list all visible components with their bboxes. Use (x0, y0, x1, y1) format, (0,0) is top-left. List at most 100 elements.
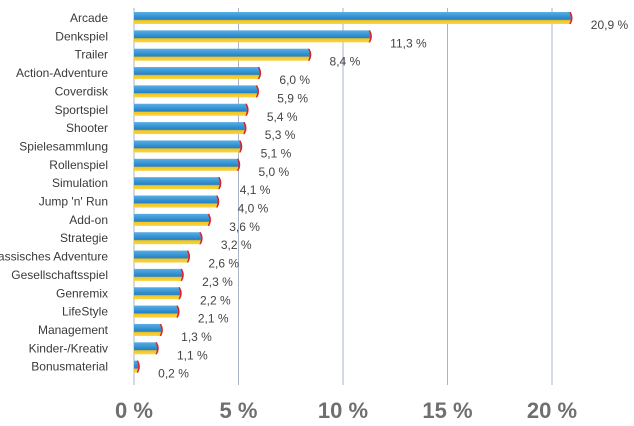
x-tick-label-4: 20 % (527, 398, 577, 423)
value-label-16: 2,1 % (198, 312, 229, 326)
bar-end-cap (155, 342, 159, 355)
value-label-5: 5,4 % (267, 110, 298, 124)
bar-end-cap (237, 158, 241, 171)
bar-body (134, 195, 218, 208)
bar-19 (134, 360, 140, 373)
value-label-8: 5,0 % (259, 165, 290, 179)
category-label-14: Gesellschaftsspiel (11, 268, 108, 282)
bar-body (134, 30, 371, 43)
value-label-13: 2,6 % (208, 257, 239, 271)
bar-body (134, 287, 180, 300)
bar-body (134, 122, 245, 135)
bar-end-cap (207, 213, 211, 226)
category-label-1: Denkspiel (55, 29, 108, 43)
category-label-6: Shooter (66, 121, 108, 135)
bar-16 (134, 305, 180, 318)
value-label-10: 4,0 % (238, 202, 269, 216)
category-label-18: Kinder-/Kreativ (29, 341, 108, 355)
bar-6 (134, 122, 247, 135)
bar-4 (134, 85, 260, 98)
category-label-9: Simulation (52, 176, 108, 190)
bar-1 (134, 30, 372, 43)
value-label-9: 4,1 % (240, 183, 271, 197)
category-label-19: Bonusmaterial (31, 360, 108, 374)
bar-13 (134, 250, 191, 263)
value-label-1: 11,3 % (390, 36, 427, 50)
bar-end-cap (243, 122, 247, 135)
bar-17 (134, 323, 163, 336)
bar-9 (134, 177, 222, 190)
category-label-16: LifeStyle (62, 305, 108, 319)
bars (134, 12, 573, 373)
bar-0 (134, 12, 573, 24)
category-labels: Arcade Denkspiel Trailer Action-Adventure Co… (0, 11, 109, 374)
bar-body (134, 48, 310, 61)
bar-body (134, 305, 178, 318)
bar-14 (134, 268, 184, 281)
bar-5 (134, 103, 249, 116)
bar-12 (134, 232, 203, 245)
bar-body (134, 268, 183, 281)
value-label-14: 2,3 % (202, 275, 233, 289)
category-label-0: Arcade (70, 11, 108, 25)
bar-15 (134, 287, 182, 300)
bar-body (134, 323, 162, 336)
bar-end-cap (180, 268, 184, 281)
bar-10 (134, 195, 220, 208)
value-label-4: 5,9 % (277, 91, 308, 105)
bar-body (134, 158, 239, 171)
bar-body (134, 213, 210, 226)
bar-18 (134, 342, 159, 355)
bar-end-cap (255, 85, 260, 98)
x-tick-label-0: 0 % (115, 398, 153, 423)
bar-body (134, 360, 139, 373)
x-tick-label-2: 10 % (318, 398, 368, 423)
bar-end-cap (569, 12, 573, 24)
bar-body (134, 103, 247, 116)
bar-end-cap (216, 195, 220, 208)
value-label-2: 8,4 % (330, 55, 361, 69)
x-tick-label-3: 15 % (422, 398, 472, 423)
category-label-2: Trailer (74, 48, 108, 62)
bar-body (134, 12, 571, 24)
value-label-0: 20,9 % (591, 18, 629, 32)
value-labels: 20,9 % 11,3 % 8,4 % 6,0 % 5,9 % 5,4 % 5,3 % 5,1… (158, 18, 628, 381)
bar-body (134, 140, 241, 153)
value-label-3: 6,0 % (279, 73, 310, 87)
bar-end-cap (136, 360, 140, 373)
bar-body (134, 177, 220, 190)
bar-2 (134, 48, 312, 61)
bar-8 (134, 158, 241, 171)
category-label-4: Coverdisk (55, 84, 109, 98)
value-label-12: 3,2 % (221, 238, 252, 252)
bar-11 (134, 213, 211, 226)
bar-end-cap (368, 30, 372, 43)
bar-end-cap (159, 323, 163, 336)
category-label-10: Jump 'n' Run (39, 195, 108, 209)
bar-end-cap (178, 287, 182, 300)
bar-body (134, 232, 201, 245)
category-label-11: Add-on (69, 213, 108, 227)
bar-end-cap (257, 67, 262, 80)
bar-end-cap (199, 232, 203, 245)
value-label-11: 3,6 % (229, 220, 260, 234)
bar-body (134, 67, 260, 80)
category-label-8: Rollenspiel (49, 158, 108, 172)
category-label-12: Strategie (60, 231, 108, 245)
x-axis-ticks: 0 % 5 % 10 % 15 % 20 % (115, 398, 577, 423)
value-label-15: 2,2 % (200, 293, 231, 307)
value-label-6: 5,3 % (265, 128, 296, 142)
bar-body (134, 250, 189, 263)
bar-end-cap (245, 103, 249, 116)
bar-body (134, 342, 157, 355)
x-tick-label-1: 5 % (220, 398, 258, 423)
bar-7 (134, 140, 243, 153)
bar-end-cap (239, 140, 243, 153)
category-label-15: Genremix (56, 286, 108, 300)
category-label-3: Action-Adventure (16, 66, 108, 80)
bar-end-cap (186, 250, 191, 263)
bar-3 (134, 67, 262, 80)
value-label-18: 1,1 % (177, 348, 208, 362)
bar-end-cap (176, 305, 180, 318)
